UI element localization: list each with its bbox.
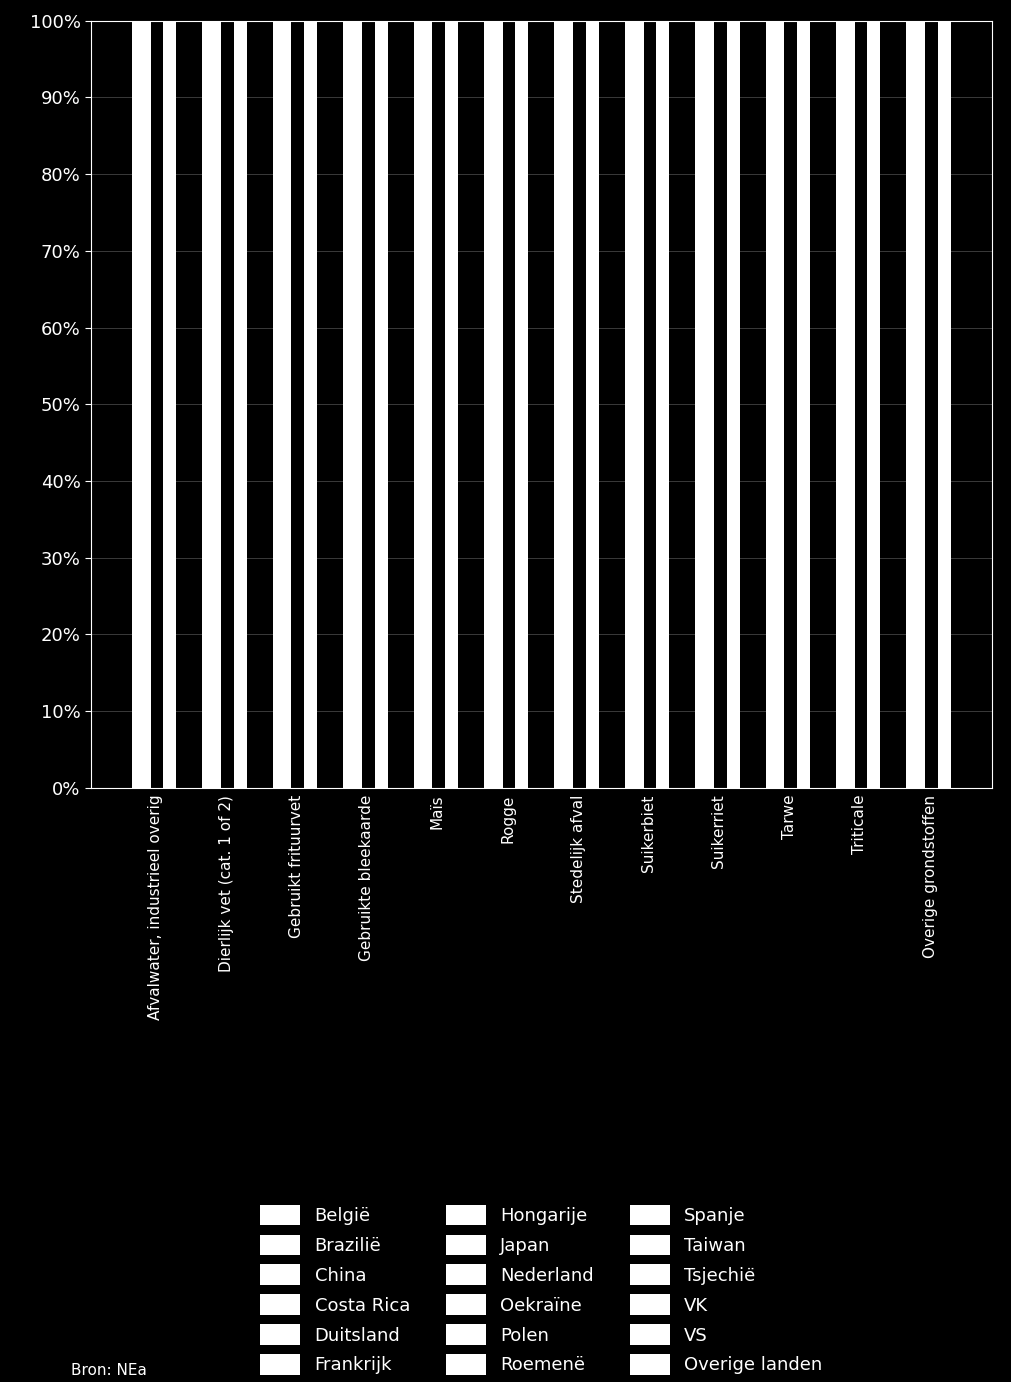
Bar [906, 21, 950, 788]
Text: Bron: NEa: Bron: NEa [71, 1363, 147, 1378]
Bar [131, 21, 176, 788]
Bar [924, 21, 937, 788]
Bar [784, 21, 797, 788]
Bar [413, 21, 458, 788]
Bar [220, 21, 234, 788]
Bar [554, 21, 599, 788]
Bar [854, 21, 866, 788]
Bar [432, 21, 445, 788]
Bar [343, 21, 387, 788]
Bar [151, 21, 163, 788]
Bar [362, 21, 374, 788]
Bar [835, 21, 880, 788]
Bar [624, 21, 668, 788]
Bar [572, 21, 585, 788]
Bar [643, 21, 655, 788]
Bar [502, 21, 515, 788]
Bar [202, 21, 247, 788]
Bar [483, 21, 528, 788]
Bar [291, 21, 304, 788]
Legend: België, Brazilië, China, Costa Rica, Duitsland, Frankrijk, Hongarije, Japan, Ned: België, Brazilië, China, Costa Rica, Dui… [251, 1195, 831, 1382]
Bar [695, 21, 739, 788]
Bar [273, 21, 316, 788]
Bar [713, 21, 726, 788]
Bar [765, 21, 809, 788]
